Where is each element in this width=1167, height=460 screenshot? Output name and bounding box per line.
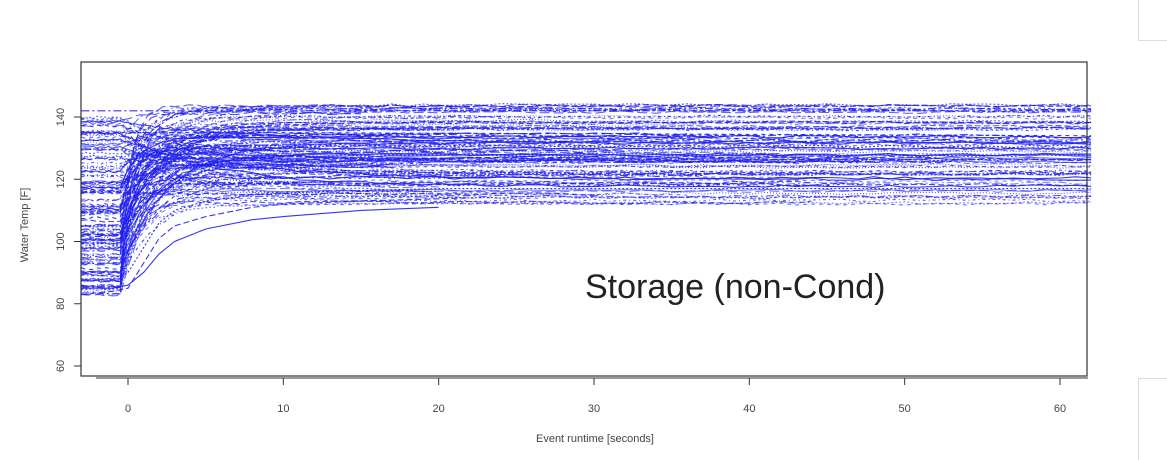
series-line [81,119,1092,291]
series-line [81,196,1092,265]
y-tick-label: 80 [55,298,67,310]
x-tick-label: 10 [277,403,289,415]
series-line [81,133,1014,289]
series-line [81,127,1092,215]
series-line [81,138,439,193]
series-line [81,115,501,289]
series-line [81,164,315,185]
series-line [81,103,1092,288]
series-line [81,133,1092,169]
x-axis-title: Event runtime [seconds] [536,433,654,445]
series-line [81,149,253,275]
series-line [81,131,1092,199]
series-line [81,133,765,160]
series-line [81,118,563,215]
series-line [81,188,1092,208]
series-line [81,179,1092,273]
series-line [81,115,548,179]
series-line [81,103,1092,213]
x-tick-label: 20 [433,403,445,415]
series-line [81,189,424,278]
series-line [81,143,486,165]
series-line [81,136,1092,213]
x-tick-label: 40 [743,403,755,415]
series-line [81,202,1092,217]
y-tick-label: 60 [55,360,67,372]
series-line [81,163,362,233]
series-line [81,116,1092,202]
y-tick-label: 100 [55,232,67,250]
x-tick-label: 50 [899,403,911,415]
series-line [81,138,1092,181]
x-ticks: 0 10 20 30 40 50 60 [125,378,1066,415]
series-line [81,127,967,188]
right-border-top [1138,0,1139,40]
series-line [81,132,501,293]
series-line [81,194,1092,265]
series-line [81,148,1092,213]
series-line [81,201,1092,246]
series-line [81,144,253,172]
series-line [81,111,362,259]
series-line [81,164,1092,238]
series-line [81,151,439,249]
series-line [81,159,952,227]
x-tick-label: 30 [588,403,600,415]
series-line [81,126,1092,189]
series-line [81,135,1092,220]
series-line [81,124,1092,195]
series-line [81,188,1092,280]
series-line [81,157,1092,237]
series-line [81,131,1092,188]
series-line [81,200,812,275]
chart-annotation: Storage (non-Cond) [585,268,886,306]
series-line [81,158,1092,237]
series-line [81,106,1092,236]
series-line [81,121,1092,231]
series-line [81,174,1092,203]
right-border-top-cap [1138,40,1167,41]
series-line [81,156,812,215]
series-line [81,163,393,283]
y-axis-title: Water Temp [F] [19,188,31,263]
series-line [81,126,1092,152]
series-line [81,105,828,266]
x-tick-label: 60 [1054,403,1066,415]
series-line [81,151,781,297]
y-ticks: 60 80 100 120 140 [55,108,81,372]
series-line [81,108,936,179]
right-border-bottom [1138,378,1139,460]
y-tick-label: 140 [55,108,67,126]
series-line [81,108,1092,213]
series-lines [81,103,1092,297]
series-line [81,163,1092,241]
series-line [81,147,1092,262]
series-line [81,131,439,189]
series-line [81,123,486,167]
right-border-bottom-cap [1138,378,1167,379]
x-tick-label: 0 [125,403,131,415]
series-line [81,110,1092,123]
series-line [81,170,688,196]
series-line [81,187,253,244]
series-line [81,126,796,258]
series-line [81,141,299,247]
series-line [81,120,1092,223]
series-line [81,131,377,282]
series-line [81,132,1092,137]
series-line [81,141,1092,274]
series-line [81,127,1092,261]
series-line [81,139,1092,246]
y-tick-label: 120 [55,170,67,188]
series-line [81,175,781,251]
series-line [81,155,936,194]
